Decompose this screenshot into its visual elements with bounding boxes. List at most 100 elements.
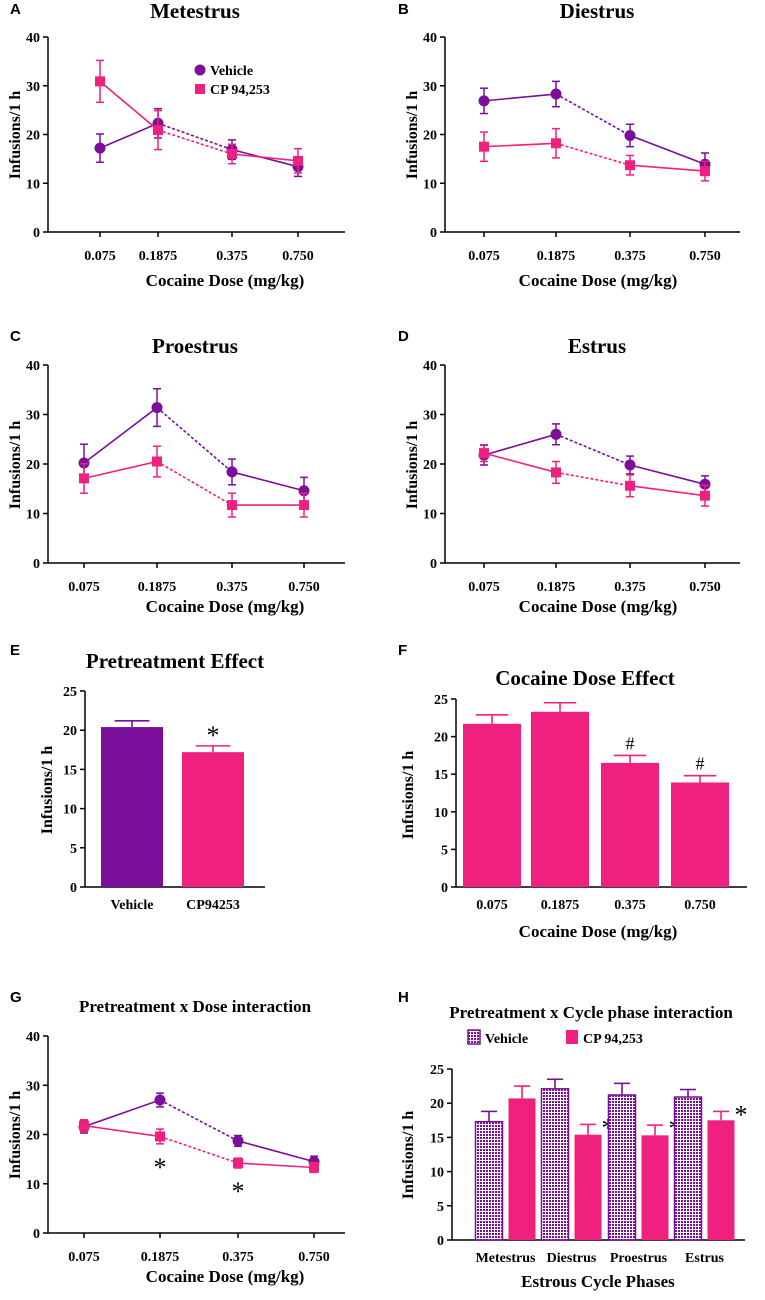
x-tick-label: 0.750 [689, 249, 721, 264]
x-tick-label: 0.075 [468, 580, 500, 595]
series-line-segment [231, 153, 299, 162]
chart-panel-a: A Metestrus 0 10 20 30 40 Infusions/1 h Cocaine … [7, 0, 345, 290]
chart-title: Estrus [568, 334, 626, 358]
significance-asterisk: * [207, 721, 220, 750]
series-line-segment [99, 80, 159, 131]
x-axis-label: Estrous Cycle Phases [521, 1272, 675, 1291]
significance-asterisk: * [232, 1177, 245, 1206]
x-tick-label: 0.1875 [139, 249, 178, 264]
panel-label: G [10, 989, 22, 1006]
x-tick-label: 0.750 [684, 898, 716, 913]
y-tick-label: 40 [26, 359, 40, 374]
x-tick-label: 0.075 [68, 580, 100, 595]
x-tick-label: 0.1875 [138, 580, 177, 595]
y-tick-label: 20 [26, 1129, 40, 1144]
data-point-circle [624, 459, 636, 471]
significance-asterisk: * [154, 1153, 167, 1182]
y-tick-label: 30 [26, 80, 40, 95]
chart-panel-g: G Pretreatment x Dose interaction 0 10 20 30 4… [7, 989, 345, 1286]
y-tick-label: 15 [430, 1131, 444, 1146]
data-point-square [700, 490, 710, 501]
x-tick-label: 0.375 [216, 249, 248, 264]
y-axis-label: Infusions/1 h [39, 746, 56, 835]
y-axis-label: Infusions/1 h [7, 421, 24, 510]
series-line-segment [237, 1140, 315, 1163]
series-line-segment [629, 484, 706, 497]
y-tick-label: 30 [423, 80, 437, 95]
bar-hatched [540, 1088, 570, 1241]
legend-label: CP 94,253 [583, 1032, 643, 1047]
chart-title: Diestrus [560, 0, 635, 23]
x-tick-label: Metestrus [476, 1251, 536, 1266]
bar-solid [707, 1120, 735, 1240]
legend-label: Vehicle [485, 1032, 528, 1047]
series-line-segment [237, 1162, 315, 1169]
data-point-square [227, 149, 237, 159]
series-line-segment [555, 433, 631, 466]
bar [601, 762, 659, 887]
y-tick-label: 40 [423, 359, 437, 374]
y-tick-label: 10 [423, 508, 437, 523]
y-tick-label: 20 [430, 1097, 444, 1112]
y-tick-label: 10 [26, 1178, 40, 1193]
data-point-circle [151, 402, 163, 414]
chart-title: Pretreatment Effect [86, 649, 264, 673]
data-point-square [479, 141, 489, 152]
panel-label: B [398, 1, 409, 18]
y-tick-label: 20 [26, 129, 40, 144]
bar [531, 711, 589, 887]
series-line-segment [83, 406, 158, 464]
series-line-segment [83, 1099, 161, 1128]
y-tick-label: 20 [434, 731, 448, 746]
x-tick-label: 0.1875 [537, 580, 576, 595]
y-tick-label: 5 [70, 842, 77, 857]
y-tick-label: 5 [441, 843, 448, 858]
data-point-square [79, 473, 89, 484]
data-point-square [293, 155, 303, 166]
series-line-segment [157, 122, 233, 151]
y-tick-label: 30 [26, 409, 40, 424]
x-tick-label: 0.075 [84, 249, 116, 264]
data-point-square [233, 1158, 243, 1169]
bar [463, 723, 521, 887]
series-vehicle [478, 423, 711, 494]
y-tick-label: 20 [63, 724, 77, 739]
chart-panel-h: H Pretreatment x Cycle phase interaction 0… [398, 989, 748, 1291]
series-line-segment [156, 460, 233, 506]
bar [671, 782, 729, 887]
bar [101, 727, 163, 887]
panel-label: F [398, 642, 407, 659]
y-tick-label: 0 [33, 1227, 40, 1242]
panel-label: E [10, 642, 20, 659]
significance-hash: # [696, 754, 705, 774]
series-line-segment [83, 1124, 161, 1138]
chart-panel-f: F Cocaine Dose Effect 0 5 10 15 20 25 Infusions/… [398, 642, 747, 941]
y-tick-label: 0 [33, 226, 40, 241]
y-tick-label: 10 [63, 803, 77, 818]
x-tick-label: 0.075 [68, 1250, 100, 1265]
x-tick-label: Vehicle [110, 898, 153, 913]
y-tick-label: 25 [434, 693, 448, 708]
legend-marker-square [195, 84, 205, 94]
series-line-segment [629, 134, 706, 165]
x-tick-label: 0.750 [298, 1250, 330, 1265]
legend-swatch-solid [566, 1030, 578, 1044]
y-tick-label: 0 [70, 881, 77, 896]
series-vehicle [478, 80, 711, 177]
bar-hatched [607, 1094, 637, 1241]
series-line-segment [483, 142, 557, 148]
x-axis-label: Cocaine Dose (mg/kg) [519, 922, 678, 941]
series-line-segment [99, 122, 159, 149]
series-line-segment [159, 1099, 239, 1142]
legend-label: Vehicle [210, 64, 253, 79]
data-point-square [625, 480, 635, 491]
y-axis-label: Infusions/1 h [7, 91, 24, 180]
data-point-circle [154, 1094, 166, 1106]
series-line-segment [483, 433, 557, 456]
series-cp-94-253 [79, 445, 309, 518]
data-point-square [479, 448, 489, 459]
data-point-circle [226, 466, 238, 478]
chart-panel-d: D Estrus 0 10 20 30 40 Infusions/1 h Cocaine Dos… [398, 328, 740, 616]
data-point-circle [94, 142, 106, 154]
